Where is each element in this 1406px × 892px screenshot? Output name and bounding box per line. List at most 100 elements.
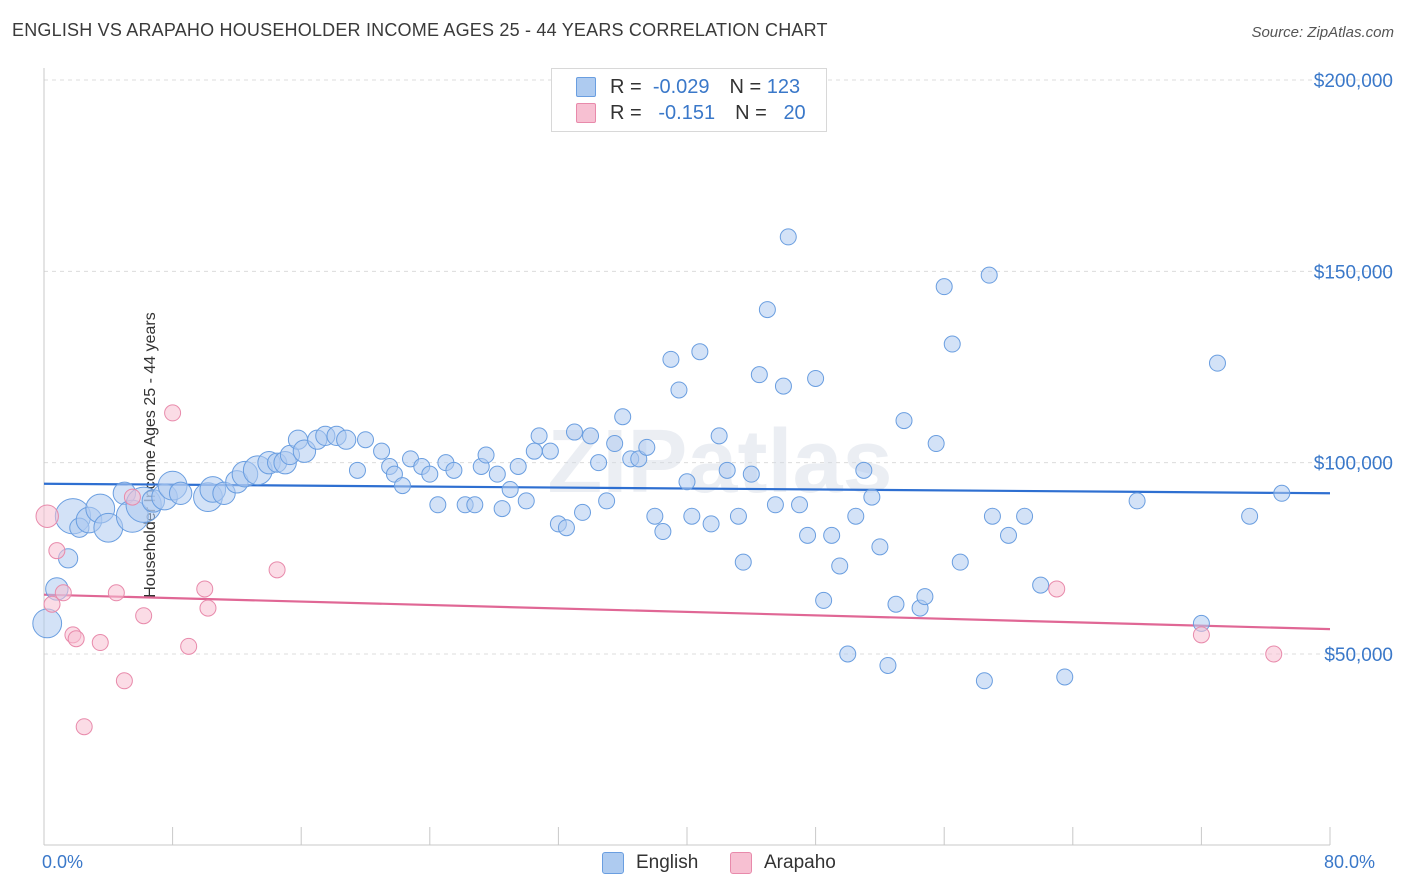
english-point bbox=[729, 507, 747, 525]
english-point bbox=[678, 473, 696, 491]
english-point bbox=[1000, 526, 1017, 544]
english-point bbox=[980, 266, 998, 284]
english-point bbox=[815, 591, 833, 609]
english-point bbox=[445, 461, 463, 479]
english-point bbox=[614, 408, 632, 426]
english-point bbox=[477, 446, 495, 464]
english-point bbox=[646, 507, 664, 525]
english-point bbox=[983, 507, 1001, 525]
english-point bbox=[710, 427, 728, 445]
y-tick-label: $50,000 bbox=[1324, 645, 1393, 666]
y-tick-label: $200,000 bbox=[1314, 71, 1393, 92]
arapaho-point bbox=[196, 580, 214, 598]
english-point bbox=[598, 492, 616, 510]
english-point bbox=[574, 503, 592, 521]
english-point bbox=[927, 435, 945, 453]
english-swatch bbox=[576, 77, 596, 97]
english-point bbox=[683, 507, 701, 525]
arapaho-point bbox=[180, 637, 198, 655]
arapaho-legend-swatch bbox=[730, 852, 752, 874]
english-point bbox=[168, 481, 193, 505]
english-point bbox=[718, 461, 736, 479]
source-label: Source: ZipAtlas.com bbox=[1251, 24, 1394, 41]
arapaho-r-value: -0.151 bbox=[658, 101, 716, 124]
english-r-label: R = bbox=[610, 75, 642, 98]
arapaho-n-label: N = bbox=[735, 101, 767, 124]
x-tick-label-max: 80.0% bbox=[1324, 852, 1376, 872]
correlation-legend: R = -0.029 N = 123 R = -0.151 N = 20 bbox=[551, 68, 827, 132]
english-point bbox=[742, 465, 760, 483]
english-point bbox=[373, 442, 391, 460]
english-legend-swatch bbox=[602, 852, 624, 874]
english-point bbox=[509, 457, 527, 475]
legend-row-arapaho: R = -0.151 N = 20 bbox=[576, 101, 806, 125]
english-point bbox=[895, 412, 913, 430]
arapaho-point bbox=[54, 584, 72, 602]
english-point bbox=[847, 507, 865, 525]
arapaho-point bbox=[35, 504, 59, 528]
english-point bbox=[565, 423, 583, 441]
english-point bbox=[517, 492, 535, 510]
arapaho-point bbox=[123, 488, 141, 506]
arapaho-point bbox=[107, 584, 125, 602]
english-point bbox=[799, 526, 817, 544]
y-tick-label: $100,000 bbox=[1314, 454, 1393, 475]
english-point bbox=[855, 461, 873, 479]
english-point bbox=[501, 480, 519, 498]
arapaho-point bbox=[1192, 626, 1210, 644]
series-legend: English Arapaho bbox=[0, 852, 1406, 878]
english-point bbox=[393, 477, 411, 495]
english-point bbox=[750, 366, 768, 384]
english-legend-label: English bbox=[636, 852, 699, 873]
arapaho-point bbox=[91, 634, 109, 652]
arapaho-trend-line bbox=[43, 593, 1331, 631]
english-point bbox=[630, 450, 648, 468]
english-point bbox=[758, 301, 776, 319]
english-point bbox=[557, 519, 575, 537]
english-point bbox=[951, 553, 969, 571]
english-point bbox=[488, 465, 506, 483]
english-point bbox=[357, 431, 374, 449]
arapaho-point bbox=[1048, 580, 1066, 598]
y-tick-labels: $50,000 $100,000 $150,000 $200,000 bbox=[1314, 71, 1393, 666]
arapaho-point bbox=[115, 672, 133, 690]
arapaho-point bbox=[75, 718, 93, 736]
english-point bbox=[879, 656, 897, 674]
english-point bbox=[662, 350, 680, 368]
english-point bbox=[466, 496, 484, 514]
english-point bbox=[530, 427, 548, 445]
english-point bbox=[385, 465, 403, 483]
english-point bbox=[1208, 354, 1226, 372]
english-point bbox=[525, 442, 543, 460]
english-points bbox=[32, 228, 1291, 690]
arapaho-point bbox=[67, 630, 85, 648]
english-point bbox=[831, 557, 849, 575]
english-n-label: N = bbox=[729, 75, 762, 98]
english-point bbox=[779, 228, 797, 246]
english-point bbox=[702, 515, 720, 533]
english-point bbox=[1128, 492, 1146, 510]
english-point bbox=[493, 500, 511, 518]
english-point bbox=[32, 608, 63, 639]
english-point bbox=[871, 538, 889, 556]
arapaho-point bbox=[1265, 645, 1283, 663]
arapaho-r-label: R = bbox=[610, 101, 642, 124]
arapaho-n-value: 20 bbox=[783, 101, 806, 124]
arapaho-legend-label: Arapaho bbox=[764, 852, 836, 873]
english-point bbox=[935, 278, 953, 296]
axes bbox=[43, 68, 1331, 846]
english-point bbox=[1016, 507, 1034, 525]
english-point bbox=[590, 454, 608, 472]
english-point bbox=[863, 488, 881, 506]
english-point bbox=[766, 496, 784, 514]
legend-item-english[interactable]: English bbox=[602, 852, 698, 874]
arapaho-point bbox=[48, 542, 66, 560]
grid-lines bbox=[44, 79, 1395, 655]
legend-item-arapaho[interactable]: Arapaho bbox=[730, 852, 836, 874]
arapaho-point bbox=[199, 599, 217, 617]
arapaho-point bbox=[164, 404, 182, 422]
english-point bbox=[916, 588, 934, 606]
chart-title: ENGLISH VS ARAPAHO HOUSEHOLDER INCOME AG… bbox=[12, 20, 828, 40]
english-point bbox=[887, 595, 905, 613]
